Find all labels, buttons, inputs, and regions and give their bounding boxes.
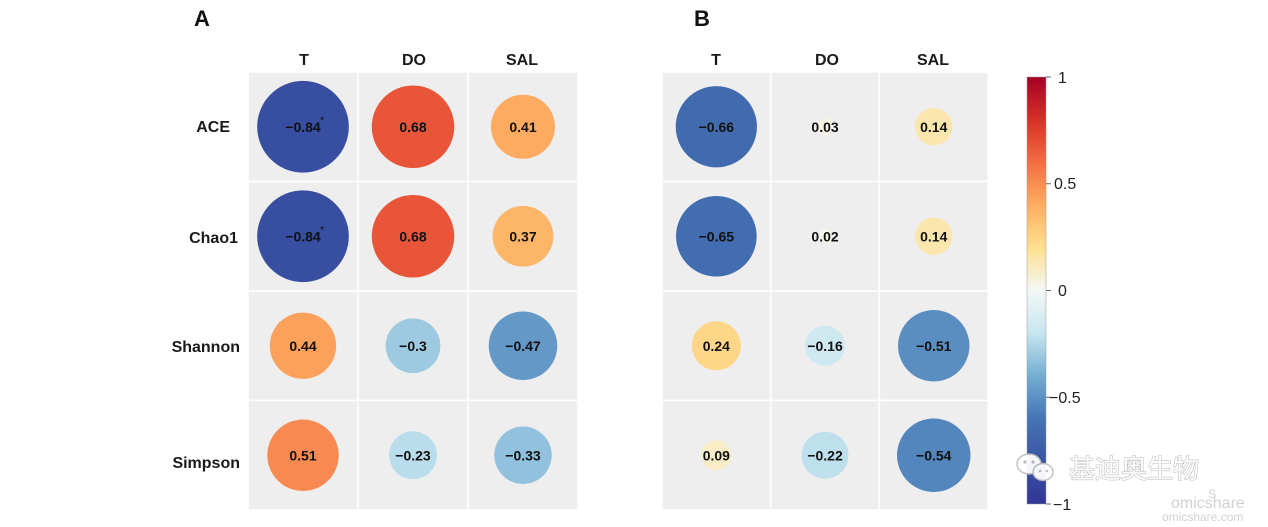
panel-b-column-labels: T DO SAL [711, 52, 949, 69]
panel-b-shannon-sal-value-label: −0.51 [916, 338, 952, 354]
colorbar-tick-minus-0.5: −0.5 [1049, 390, 1081, 407]
panel-a-chao1-t-circle [257, 190, 349, 283]
panel-a-ace-t-circle [257, 80, 349, 173]
panel-b: B −0.66 0.03 0.14−0.65 0.02 0.140.24 −0.16 −0.… [661, 6, 989, 511]
panel-b-ace-t-value-label: −0.66 [699, 119, 735, 135]
panel-a-row-label-chao1: Chao1 [189, 230, 238, 247]
panel-a-row-label-ace: ACE [196, 119, 230, 136]
panel-b-simpson-sal-value-label: −0.54 [916, 447, 952, 463]
panel-a-simpson-t-circle [267, 419, 339, 491]
panel-a-letter: A [194, 6, 210, 31]
panel-b-simpson-do-value-label: −0.22 [807, 447, 843, 463]
panel-b-ace-do-value-label: 0.03 [811, 119, 838, 135]
colorbar-tick-0: 0 [1058, 283, 1067, 300]
panel-a-col-label-t: T [299, 52, 309, 69]
panel-a-shannon-t-circle [269, 312, 337, 379]
panel-b-ace-t-circle [675, 86, 757, 168]
panel-a-shannon-do-circle [385, 318, 441, 374]
colorbar: 1 0.5 0 −0.5 −1 [1026, 70, 1081, 514]
panel-b-chao1-sal-value-label: 0.14 [920, 228, 947, 244]
panel-b-chao1-do-value-label: 0.02 [811, 228, 838, 244]
watermark-brand: 基迪奥生物 [1069, 454, 1199, 484]
panel-a-shannon-do-value-label: −0.3 [399, 338, 427, 354]
panel-b-chao1-t-circle [676, 195, 757, 277]
panel-a-ace-sal-value-label: 0.41 [509, 119, 536, 135]
colorbar-tick-0.5: 0.5 [1054, 176, 1076, 193]
panel-a-shannon-t-value-label: 0.44 [289, 338, 316, 354]
panel-b-col-label-do: DO [815, 52, 839, 69]
panel-a-simpson-sal-cell [467, 399, 579, 511]
panel-a-column-labels: T DO SAL [299, 52, 538, 69]
panel-a-cells: −0.84 * 0.68 0.41−0.84 * 0.68 0.370.44 −0.3 −0.4… [247, 71, 579, 511]
panel-a-shannon-sal-value-label: −0.47 [505, 338, 541, 354]
panel-a-ace-sal-circle [490, 94, 556, 159]
panel-a-ace-t-value-label: −0.84 [285, 119, 321, 135]
panel-a-chao1-sal-value-label: 0.37 [509, 228, 536, 244]
panel-b-col-label-sal: SAL [917, 52, 949, 69]
panel-a-chao1-do-value-label: 0.68 [399, 228, 426, 244]
watermark: 基迪奥生物 S omicshare omicshare.com [1016, 453, 1245, 524]
panel-a-simpson-do-value-label: −0.23 [395, 447, 431, 463]
panel-b-shannon-t-value-label: 0.24 [703, 338, 730, 354]
panel-b-ace-do-circle [816, 118, 834, 136]
panel-b-letter: B [694, 6, 710, 31]
watermark-url: omicshare.com [1162, 510, 1243, 524]
panel-b-ace-sal-cell [878, 71, 989, 183]
panel-a-col-label-do: DO [402, 52, 426, 69]
panel-b-ace-sal-circle [915, 108, 953, 146]
panel-b-cells: −0.66 0.03 0.14 −0.65 0.02 0.14 0.24 −0.16 −0.51… [661, 71, 989, 511]
panel-a-row-label-simpson: Simpson [172, 455, 240, 472]
panel-a-shannon-sal-circle [488, 311, 558, 381]
panel-b-shannon-do-circle [805, 325, 846, 366]
panel-a-chao1-do-circle [371, 195, 455, 278]
panel-a-ace-t-significance-mark: * [320, 115, 325, 127]
watermark-logo-letter: S [1208, 487, 1216, 501]
panel-a-simpson-sal-value-label: −0.33 [505, 447, 541, 463]
panel-b-col-label-t: T [711, 52, 721, 69]
panel-a-chao1-t-significance-mark: * [320, 224, 325, 236]
panel-a-simpson-do-circle [389, 431, 437, 480]
colorbar-tick-1: 1 [1058, 70, 1067, 87]
panel-b-chao1-do-circle [817, 229, 833, 244]
panel-b-shannon-t-circle [691, 321, 741, 371]
panel-b-shannon-sal-circle [898, 310, 970, 382]
panel-a: A −0.84 * 0.68 0.41−0.84 * 0.68 0.370.44 −0.3 −0… [172, 6, 579, 511]
panel-a-simpson-sal-circle [494, 426, 552, 484]
panel-a-ace-do-value-label: 0.68 [399, 119, 426, 135]
panel-b-shannon-do-value-label: −0.16 [807, 338, 843, 354]
panel-a-row-label-shannon: Shannon [172, 339, 240, 356]
panel-b-simpson-sal-circle [897, 418, 971, 492]
panel-a-ace-do-circle [371, 85, 455, 168]
panel-b-chao1-t-value-label: −0.65 [699, 228, 735, 244]
colorbar-gradient [1026, 76, 1047, 505]
panel-a-simpson-t-value-label: 0.51 [289, 447, 316, 463]
watermark-site-name: omicshare [1171, 495, 1245, 512]
panel-b-simpson-t-circle [701, 440, 732, 471]
panel-a-col-label-sal: SAL [506, 52, 538, 69]
panel-b-simpson-do-circle [801, 431, 849, 479]
panel-a-row-labels: ACE Chao1 Shannon Simpson [172, 119, 240, 472]
panel-a-chao1-t-value-label: −0.84 [285, 228, 321, 244]
wechat-icon [1016, 453, 1054, 482]
panel-b-simpson-t-value-label: 0.09 [703, 447, 730, 463]
panel-a-chao1-sal-circle [492, 205, 554, 267]
panel-b-chao1-sal-circle [915, 217, 953, 255]
panel-b-ace-sal-value-label: 0.14 [920, 119, 947, 135]
colorbar-tick-minus-1: −1 [1053, 497, 1071, 514]
colorbar-ticks [1046, 76, 1051, 505]
